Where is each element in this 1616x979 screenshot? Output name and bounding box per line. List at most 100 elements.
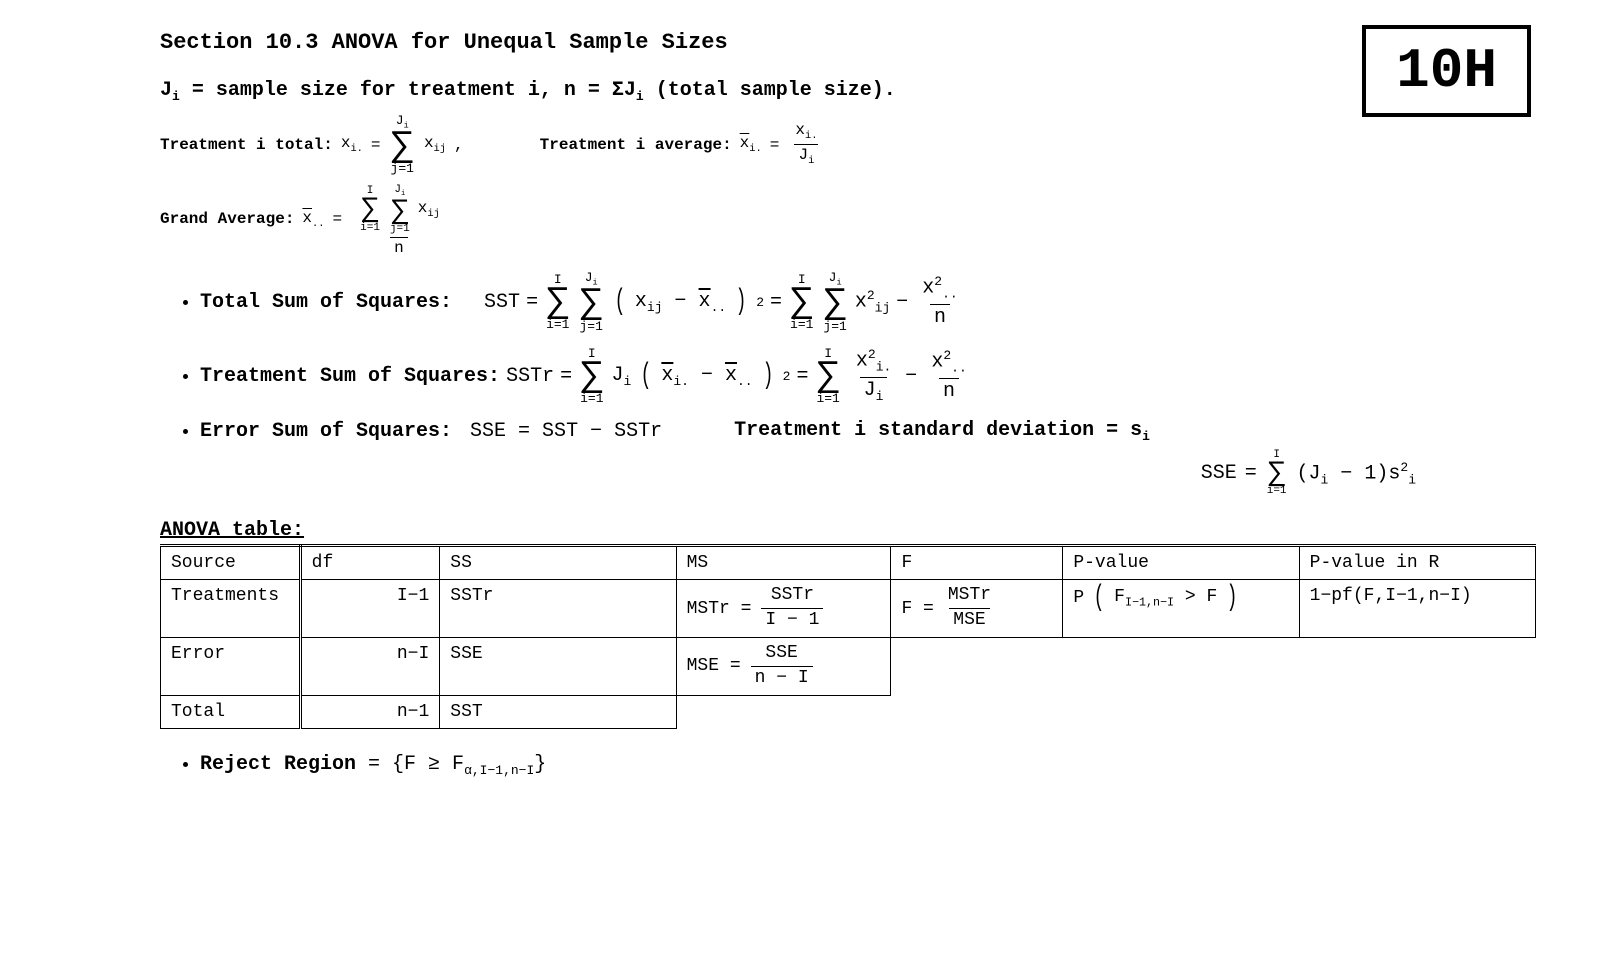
equals: = <box>333 210 343 228</box>
a: (J <box>1297 463 1321 486</box>
sq: 2 <box>943 348 951 363</box>
minus: − <box>896 291 908 314</box>
xbar-i: xi. <box>740 134 762 155</box>
b: i=1 <box>546 318 569 331</box>
sigma-icon: ∑ <box>824 287 846 319</box>
anova-table-title: ANOVA table: <box>160 519 1536 542</box>
xi-sub: i. <box>350 143 362 155</box>
sse-lhs: SSE <box>1201 462 1237 485</box>
empty-cell <box>1299 638 1535 696</box>
n: x <box>856 350 868 373</box>
frac-xi-ji: xi. Ji <box>791 122 821 168</box>
xdds: .. <box>711 300 727 315</box>
sigma-icon: ∑ <box>362 197 379 222</box>
xijs: ij <box>647 300 663 315</box>
sum-body: xij <box>424 134 446 155</box>
den: J <box>798 146 808 164</box>
bullet-sse: Error Sum of Squares: SSE = SST − SSTr T… <box>200 419 1536 497</box>
sse-eq: SSE = SST − SSTr <box>470 420 662 443</box>
th-pvalue: P-value <box>1063 546 1299 580</box>
bullet-sst: Total Sum of Squares: SST = I∑i=1 Ji∑j=1… <box>200 271 1536 332</box>
bullet-reject: Reject Region = {F ≥ Fα,I−1,n−I} <box>200 753 1536 778</box>
sq: 2 <box>756 295 764 310</box>
xdd: x <box>725 364 737 387</box>
xbar-sub: .. <box>312 218 324 230</box>
def-text-sub: i <box>636 89 644 104</box>
table-row: Total n−1 SST <box>161 695 1536 728</box>
xij-sub: ij <box>434 143 446 155</box>
page: 10H Section 10.3 ANOVA for Unequal Sampl… <box>0 0 1616 979</box>
n: x <box>922 277 934 300</box>
cell-ss: SSE <box>440 638 676 696</box>
t: J <box>394 184 401 196</box>
th-source: Source <box>161 546 301 580</box>
d: J <box>864 379 876 402</box>
sum-i2: I∑i=1 <box>790 273 813 331</box>
b: j=1 <box>390 224 410 235</box>
b: j=1 <box>579 320 602 333</box>
xbar: x <box>740 134 750 152</box>
sigma-icon: ∑ <box>547 286 569 318</box>
sq: 2 <box>868 347 876 362</box>
sum-i: I∑i=1 <box>546 273 569 331</box>
th-pvalue-r: P-value in R <box>1299 546 1535 580</box>
bullet-sstr: Treatment Sum of Squares: SSTr = I∑i=1 J… <box>200 347 1536 405</box>
minus: − <box>905 365 917 388</box>
empty-cell <box>1063 695 1299 728</box>
std-label: Treatment i standard deviation = s <box>734 419 1142 442</box>
cell-f: F = MSTr MSE <box>891 580 1063 638</box>
sum-i2: I∑i=1 <box>816 347 839 405</box>
xis: i. <box>673 374 689 389</box>
reject-eq-a: = {F ≥ F <box>356 753 464 776</box>
empty-cell <box>676 695 891 728</box>
bullet-list: Total Sum of Squares: SST = I∑i=1 Ji∑j=1… <box>160 271 1536 497</box>
d: n <box>939 378 959 403</box>
sigma-icon: ∑ <box>791 286 813 318</box>
page-code-box: 10H <box>1362 25 1531 117</box>
lhs: MSTr = <box>687 599 752 619</box>
sigma-icon: ∑ <box>580 287 602 319</box>
page-code: 10H <box>1396 39 1497 103</box>
num-sub: i. <box>805 130 817 142</box>
sstr-label: Treatment Sum of Squares: <box>200 365 500 388</box>
sst-label: Total Sum of Squares: <box>200 291 452 314</box>
xi: x <box>661 364 673 387</box>
rparen-icon: ) <box>762 364 773 388</box>
eq: = <box>770 291 782 314</box>
sigma-icon: ∑ <box>581 360 603 392</box>
empty-cell <box>1299 695 1535 728</box>
frac: SSE n − I <box>751 644 813 689</box>
sq: 2 <box>783 369 791 384</box>
th-ss: SS <box>440 546 676 580</box>
xbar-dd: x.. <box>302 209 324 230</box>
table-row: Treatments I−1 SSTr MSTr = SSTr I − 1 F … <box>161 580 1536 638</box>
th-f: F <box>891 546 1063 580</box>
lhs: MSE = <box>687 656 741 676</box>
empty-cell <box>891 638 1063 696</box>
sym-J-sub: i <box>172 89 180 104</box>
xdd: x <box>699 290 711 313</box>
n: x <box>931 351 943 374</box>
n: SSE <box>761 644 801 666</box>
b: i=1 <box>790 318 813 331</box>
d: n <box>930 304 950 329</box>
frac-xi2-ji: x2i. Ji <box>852 348 895 404</box>
table-header-row: Source df SS MS F P-value P-value in R <box>161 546 1536 580</box>
frac: MSTr MSE <box>944 586 995 631</box>
sum-j: Ji ∑ j=1 <box>390 185 410 235</box>
eq: = <box>796 365 808 388</box>
th-ms: MS <box>676 546 891 580</box>
sigma-icon: ∑ <box>391 130 413 162</box>
table-row: Error n−I SSE MSE = SSE n − I <box>161 638 1536 696</box>
sigma-icon: ∑ <box>1268 461 1285 486</box>
th-df: df <box>300 546 440 580</box>
ns: i. <box>876 360 892 375</box>
equals: = <box>371 136 381 154</box>
eq: = <box>526 291 538 314</box>
lparen-icon: ( <box>614 290 625 314</box>
cell-source: Error <box>161 638 301 696</box>
sigma-icon: ∑ <box>391 199 408 224</box>
sigma-icon: ∑ <box>817 360 839 392</box>
d: n − I <box>751 666 813 689</box>
b: i=1 <box>816 392 839 405</box>
